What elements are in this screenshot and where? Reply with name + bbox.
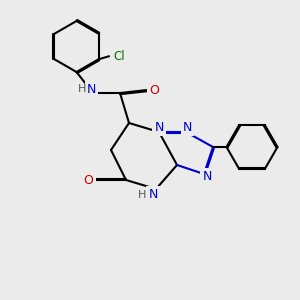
Text: O: O: [84, 173, 93, 187]
Text: Cl: Cl: [114, 50, 125, 63]
Text: H: H: [77, 84, 86, 94]
Text: O: O: [150, 83, 159, 97]
Text: N: N: [148, 188, 158, 202]
Text: N: N: [87, 83, 96, 96]
Text: N: N: [202, 170, 212, 184]
Text: H: H: [138, 190, 147, 200]
Text: N: N: [154, 121, 164, 134]
Text: N: N: [183, 121, 192, 134]
